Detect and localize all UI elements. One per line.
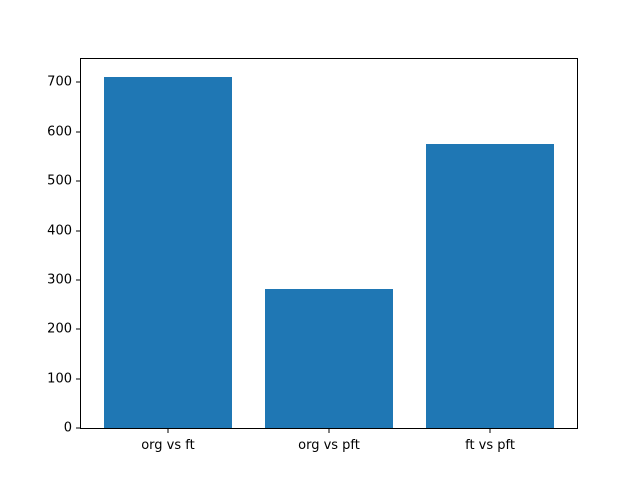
x-tick-label-org-vs-ft: org vs ft	[141, 438, 195, 453]
x-tick-org-vs-pft	[328, 429, 330, 433]
y-tick-400	[76, 230, 80, 232]
y-tick-200	[76, 328, 80, 330]
y-tick-label-300: 300	[47, 272, 72, 288]
plot-area: 0 100 200 300 400 500 600 700 org vs ft org vs p…	[47, 58, 578, 452]
y-tick-500	[76, 180, 80, 182]
bars-layer	[81, 59, 577, 428]
y-tick-label-600: 600	[47, 124, 72, 140]
y-tick-100	[76, 378, 80, 380]
y-tick-label-0: 0	[63, 420, 72, 436]
x-tick-label-org-vs-pft: org vs pft	[298, 438, 360, 453]
bar-org-vs-ft	[103, 76, 233, 428]
y-tick-label-500: 500	[47, 173, 72, 189]
y-tick-label-100: 100	[47, 371, 72, 387]
y-tick-600	[76, 131, 80, 133]
y-tick-label-700: 700	[47, 74, 72, 90]
x-tick-org-vs-ft	[167, 429, 169, 433]
x-tick-label-ft-vs-pft: ft vs pft	[465, 438, 515, 453]
y-tick-label-200: 200	[47, 321, 72, 337]
y-tick-700	[76, 81, 80, 83]
bar-org-vs-pft	[264, 288, 394, 428]
y-tick-300	[76, 279, 80, 281]
y-tick-0	[76, 427, 80, 429]
y-tick-label-400: 400	[47, 223, 72, 239]
bar-ft-vs-pft	[425, 144, 555, 428]
x-axis: org vs ft org vs pft ft vs pft	[81, 59, 577, 452]
y-axis: 0 100 200 300 400 500 600 700	[47, 59, 577, 435]
x-tick-ft-vs-pft	[489, 429, 491, 433]
